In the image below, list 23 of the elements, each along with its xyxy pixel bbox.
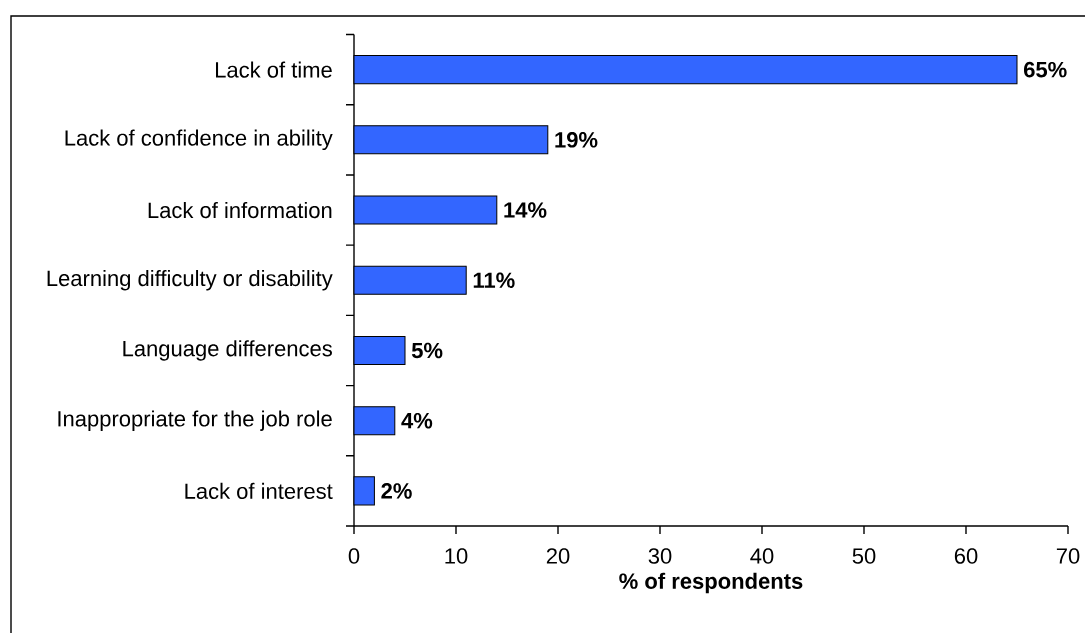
x-tick-label: 20 xyxy=(546,548,570,564)
x-tick-label: 30 xyxy=(648,548,672,564)
x-tick-label: 60 xyxy=(954,548,978,564)
x-tick-label: 40 xyxy=(750,548,774,564)
data-label: 65% xyxy=(1024,61,1067,78)
y-tick-label: Learning difficulty or disability xyxy=(47,270,333,291)
x-tick-label: 0 xyxy=(348,548,360,564)
data-label: 19% xyxy=(555,132,598,148)
x-tick-label: 50 xyxy=(852,548,876,564)
data-label: 14% xyxy=(504,202,547,218)
y-tick-label: Language differences xyxy=(123,340,332,361)
data-label: 11% xyxy=(473,272,515,288)
x-axis-title: % of respondents xyxy=(619,572,803,594)
y-tick-label: Lack of interest xyxy=(185,482,333,499)
y-tick-label: Lack of confidence in ability xyxy=(65,129,333,151)
y-tick-label: Inappropriate for the job role xyxy=(58,410,332,431)
data-label: 4% xyxy=(401,412,433,429)
y-tick-label: Lack of time xyxy=(216,61,332,78)
x-tick-label: 70 xyxy=(1056,548,1080,564)
data-label: 5% xyxy=(411,342,443,359)
y-tick-label: Lack of information xyxy=(148,201,332,219)
x-tick-label: 10 xyxy=(445,548,468,564)
data-label: 2% xyxy=(381,483,412,499)
